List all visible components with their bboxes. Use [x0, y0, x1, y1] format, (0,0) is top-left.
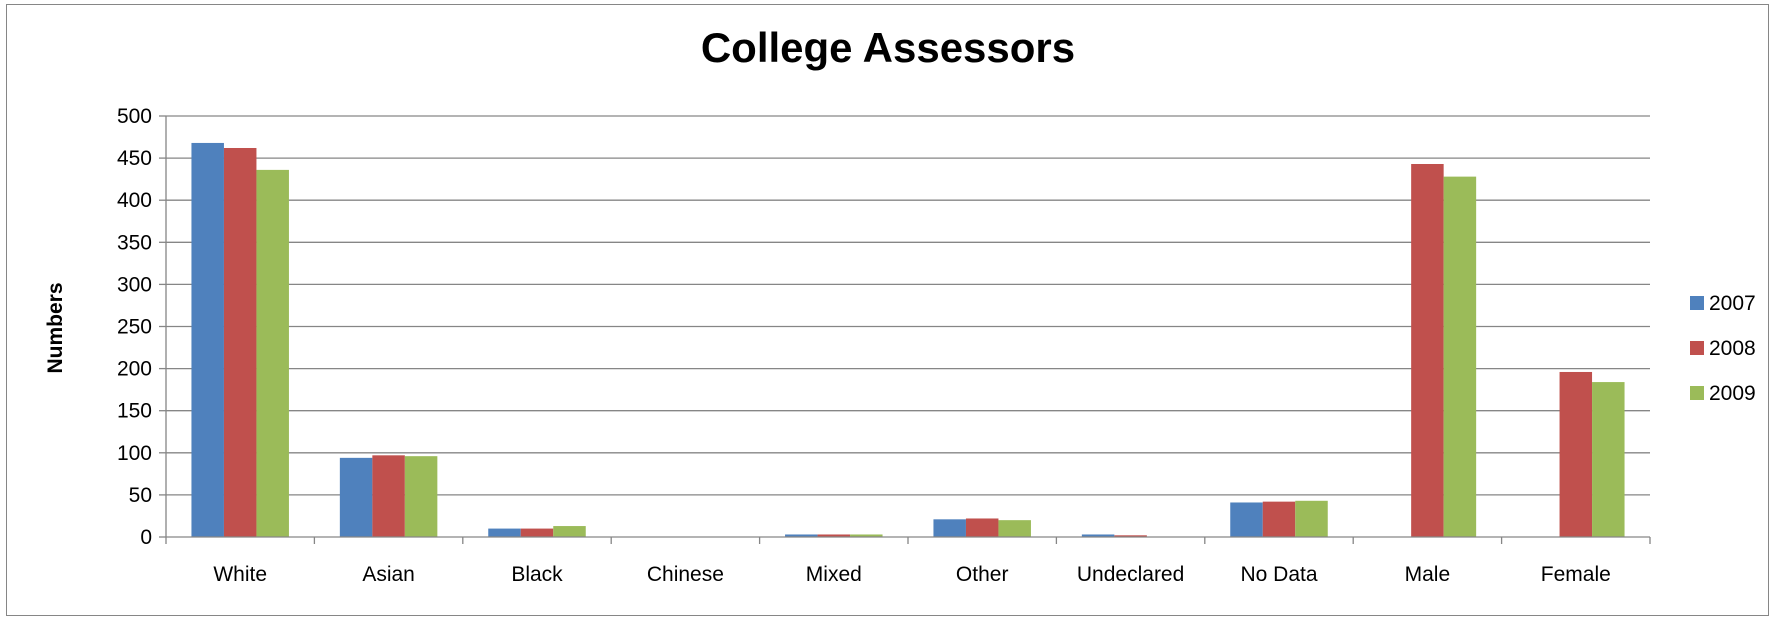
- bars: [191, 142, 1625, 537]
- chart-title: College Assessors: [701, 24, 1075, 71]
- bar-2009-white: [256, 169, 289, 537]
- bar-2007-other: [933, 519, 966, 537]
- bar-2008-male: [1411, 163, 1444, 537]
- bar-2008-female: [1559, 371, 1593, 537]
- x-tick-label: Asian: [362, 563, 415, 586]
- bar-2007-asian: [339, 457, 373, 537]
- bar-2008-mixed: [817, 534, 851, 537]
- y-tick-label: 150: [117, 400, 152, 423]
- x-tick-label: Black: [511, 563, 563, 586]
- bar-2008-white: [223, 147, 257, 537]
- y-tick-label: 450: [117, 147, 152, 170]
- bar-2009-no-data: [1295, 500, 1328, 537]
- x-tick-label: Other: [956, 563, 1009, 586]
- y-tick-label: 0: [140, 526, 152, 549]
- legend-swatch-2007: [1690, 296, 1704, 310]
- x-tick-label: Male: [1405, 563, 1451, 586]
- legend-label-2009: 2009: [1709, 382, 1756, 405]
- bar-2008-asian: [372, 455, 405, 537]
- axes: 0 50 100 150 200 250 300 350 400 450 500 White Asian…: [117, 105, 1651, 586]
- y-tick-label: 250: [117, 316, 152, 339]
- x-tick-label: Chinese: [647, 563, 724, 586]
- bar-2009-male: [1443, 176, 1477, 537]
- legend-label-2008: 2008: [1709, 337, 1756, 360]
- bar-2008-undeclared: [1114, 535, 1147, 537]
- bar-2007-no-data: [1230, 502, 1263, 537]
- legend-swatch-2008: [1690, 341, 1704, 355]
- bar-2008-other: [965, 518, 999, 537]
- bar-2009-asian: [404, 456, 438, 537]
- y-tick-label: 100: [117, 442, 152, 465]
- legend-swatch-2009: [1690, 386, 1704, 400]
- bar-2008-black: [520, 528, 554, 537]
- y-tick-label: 400: [117, 189, 152, 212]
- bar-2009-other: [998, 520, 1031, 537]
- bar-2007-undeclared: [1081, 534, 1115, 537]
- bar-2007-black: [488, 528, 521, 537]
- x-tick-label: Female: [1541, 563, 1611, 586]
- y-tick-label: 300: [117, 273, 152, 296]
- bar-2007-white: [191, 142, 224, 537]
- bar-2009-female: [1592, 382, 1625, 537]
- legend: 2007 2008 2009: [1690, 292, 1756, 405]
- x-tick-label: No Data: [1240, 563, 1317, 586]
- y-axis-label: Numbers: [44, 282, 67, 373]
- legend-label-2007: 2007: [1709, 292, 1756, 315]
- y-tick-label: 50: [129, 484, 152, 507]
- bar-2009-black: [553, 526, 586, 537]
- bar-2009-mixed: [850, 534, 883, 537]
- x-tick-label: Undeclared: [1077, 563, 1184, 586]
- y-tick-label: 200: [117, 358, 152, 381]
- y-tick-label: 350: [117, 231, 152, 254]
- bar-2007-mixed: [785, 534, 818, 537]
- x-tick-label: Mixed: [806, 563, 862, 586]
- x-tick-label: White: [213, 563, 267, 586]
- bar-2008-no-data: [1262, 501, 1296, 537]
- y-tick-label: 500: [117, 105, 152, 128]
